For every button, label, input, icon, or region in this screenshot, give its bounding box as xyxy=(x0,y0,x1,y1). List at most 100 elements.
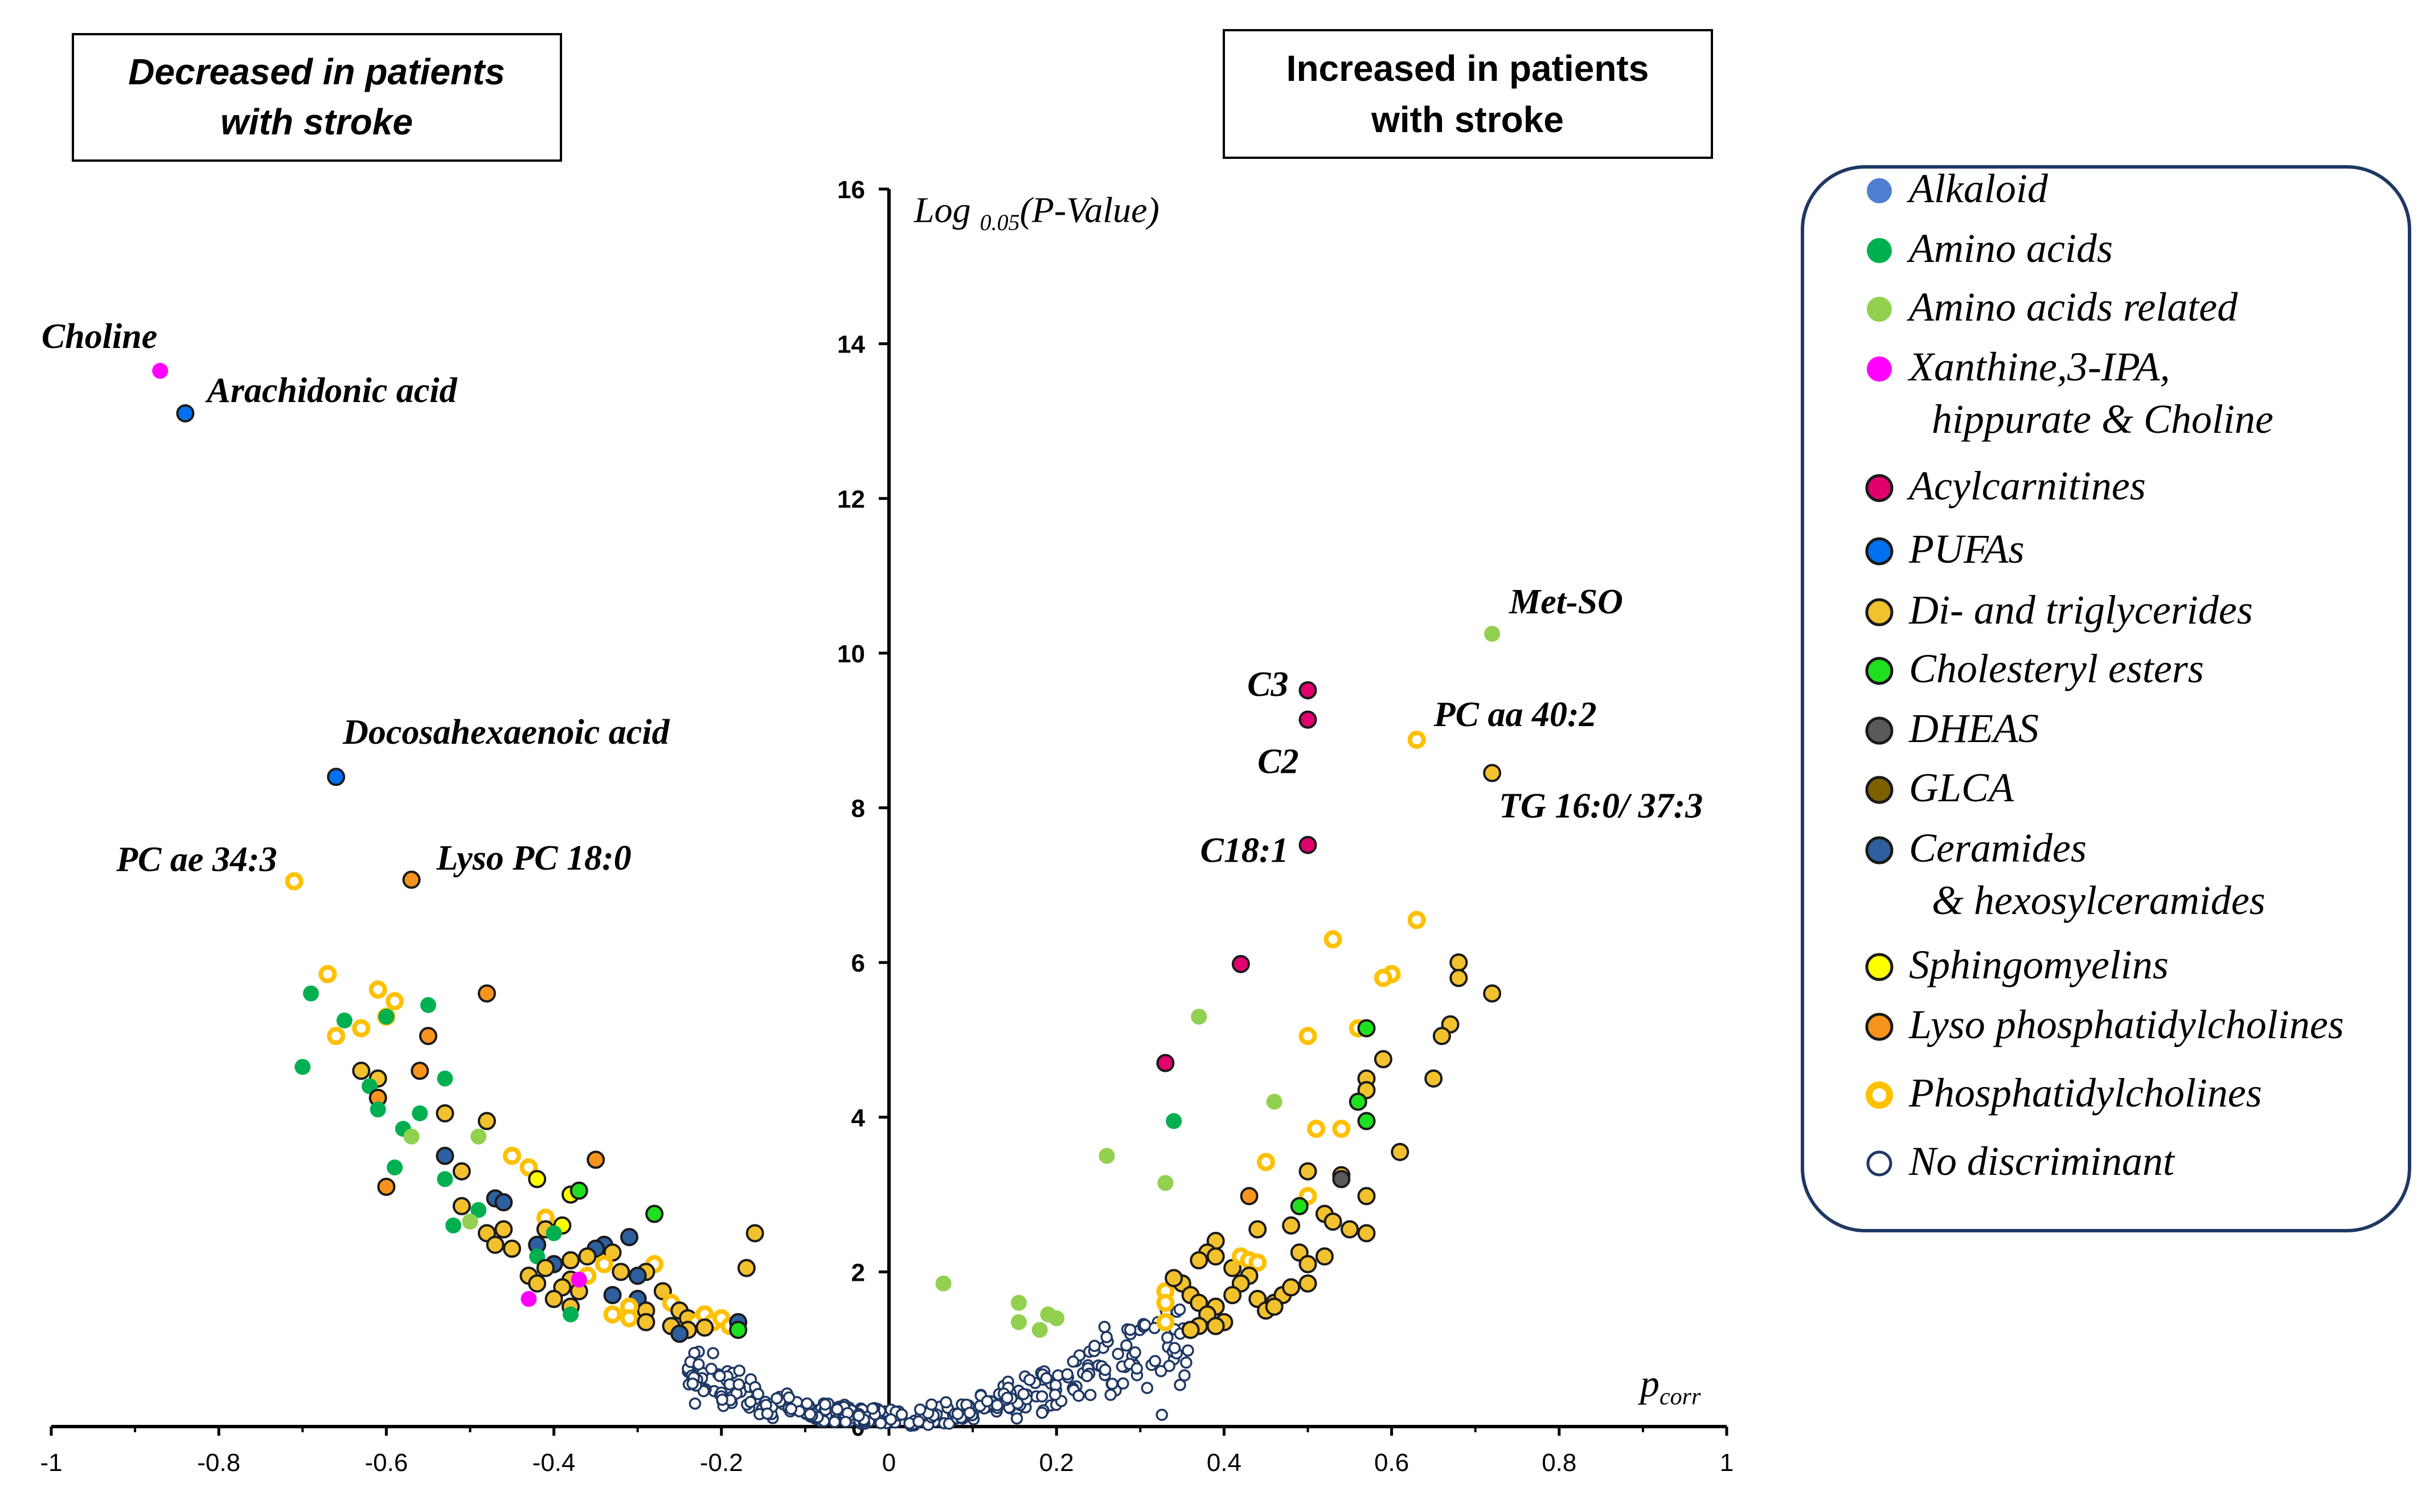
point-amino xyxy=(563,1306,579,1323)
point-chol xyxy=(1349,1092,1367,1111)
point-no-discriminant xyxy=(1155,1408,1168,1421)
legend-marker-glca xyxy=(1865,776,1894,804)
point-acyl xyxy=(1298,710,1317,729)
y-axis-title-main: Log xyxy=(913,190,980,230)
point-tg xyxy=(1341,1220,1359,1239)
legend-label-xanthine-2: hippurate & Choline xyxy=(1932,396,2273,442)
point-no-discriminant xyxy=(1040,1372,1053,1384)
y-axis-title-tail: (P-Value) xyxy=(1020,190,1159,230)
x-tick-label: 0.8 xyxy=(1542,1449,1576,1477)
legend-frame xyxy=(1801,165,2411,1232)
point-no-discriminant xyxy=(1182,1344,1194,1357)
point-amino_rel xyxy=(1031,1322,1048,1338)
point-tg xyxy=(452,1162,471,1181)
point-amino xyxy=(387,1159,403,1176)
point-tg xyxy=(1298,1274,1317,1293)
point-amino_rel xyxy=(403,1128,420,1145)
point-tg xyxy=(1190,1251,1208,1270)
point-no-discriminant xyxy=(801,1397,813,1410)
point-no-discriminant xyxy=(707,1347,719,1359)
legend-label-pufa: PUFAs xyxy=(1908,526,2025,572)
point-label: PC ae 34:3 xyxy=(116,841,277,879)
point-lpc xyxy=(419,1027,437,1046)
point-tg xyxy=(1282,1216,1301,1235)
point-tg xyxy=(1282,1278,1301,1297)
point-acyl xyxy=(1156,1054,1175,1072)
point-cer xyxy=(603,1286,622,1305)
x-tick-label: 0.2 xyxy=(1039,1449,1074,1477)
point-xanthine xyxy=(521,1290,537,1307)
point-no-discriminant xyxy=(912,1415,925,1428)
point-no-discriminant xyxy=(1104,1388,1117,1402)
point-no-discriminant xyxy=(1174,1379,1186,1391)
x-tick-label: -0.2 xyxy=(700,1449,743,1477)
point-pc xyxy=(1374,969,1392,987)
point-tg xyxy=(1181,1321,1200,1339)
point-sm xyxy=(528,1170,547,1189)
increased-box: Increased in patients with stroke xyxy=(1223,29,1713,159)
y-axis-title: Log 0.05(P-Value) xyxy=(913,190,1159,235)
point-acyl xyxy=(1231,954,1250,973)
point-no-discriminant xyxy=(1154,1365,1167,1378)
point-no-discriminant xyxy=(874,1417,887,1429)
point-pc xyxy=(1332,1120,1351,1138)
legend-label-sm: Sphingomyelins xyxy=(1909,942,2169,987)
point-lpc xyxy=(377,1177,396,1196)
point-pufa xyxy=(327,768,346,786)
y-tick-label: 14 xyxy=(837,331,865,359)
point-no-discriminant xyxy=(1173,1303,1186,1316)
point-amino_rel xyxy=(1157,1175,1174,1191)
point-pc xyxy=(1407,730,1426,749)
point-tg xyxy=(1449,969,1468,987)
point-no-discriminant xyxy=(828,1415,841,1428)
point-acyl xyxy=(1298,835,1317,854)
point-tg xyxy=(486,1235,505,1254)
point-tg xyxy=(1206,1317,1225,1335)
point-tg xyxy=(452,1197,471,1215)
legend-label-lpc: Lyso phosphatidylcholines xyxy=(1908,1002,2344,1047)
annotations: Choline Arachidonic acid Docosahexaenoic a… xyxy=(42,317,1703,891)
point-no-discriminant xyxy=(1161,1331,1174,1344)
point-tg xyxy=(1248,1220,1267,1239)
point-amino xyxy=(1166,1113,1182,1129)
point-tg xyxy=(1357,1224,1376,1243)
point-tg xyxy=(1298,1162,1317,1181)
point-tg xyxy=(1483,984,1502,1003)
x-axis-title: pcorr xyxy=(1638,1362,1701,1410)
point-pc xyxy=(519,1158,538,1177)
legend-marker-amino xyxy=(1867,238,1892,263)
increased-line-2: with stroke xyxy=(1371,99,1564,140)
point-no-discriminant xyxy=(714,1370,726,1382)
point-no-discriminant xyxy=(1081,1370,1093,1383)
point-no-discriminant xyxy=(1017,1388,1030,1400)
point-no-discriminant xyxy=(1149,1355,1161,1367)
point-no-discriminant xyxy=(1061,1368,1073,1381)
x-tick-label: -0.6 xyxy=(364,1449,408,1477)
legend-marker-lpc xyxy=(1865,1013,1894,1041)
point-pc xyxy=(1407,911,1426,929)
y-axis-title-sub: 0.05 xyxy=(980,210,1020,235)
point-pc xyxy=(595,1255,613,1273)
point-pc xyxy=(1156,1313,1175,1331)
point-tg xyxy=(536,1259,555,1277)
x-axis-title-main: p xyxy=(1638,1362,1659,1405)
point-no-discriminant xyxy=(686,1377,699,1390)
point-amino xyxy=(412,1105,428,1121)
point-tg xyxy=(612,1263,630,1281)
point-no-discriminant xyxy=(895,1408,908,1421)
point-lpc xyxy=(1240,1187,1259,1206)
decreased-line-2: with stroke xyxy=(220,101,413,142)
category-points xyxy=(294,911,1502,1343)
y-tick-label: 2 xyxy=(851,1259,865,1286)
point-amino xyxy=(470,1202,487,1218)
point-amino_rel xyxy=(470,1128,487,1145)
point-pc xyxy=(1307,1120,1326,1138)
legend-marker-cer xyxy=(1865,836,1894,864)
legend-marker-xanthine xyxy=(1867,357,1892,382)
point-no-discriminant xyxy=(1168,1342,1181,1354)
point-amino xyxy=(546,1225,562,1241)
point-tg xyxy=(695,1318,714,1337)
point-amino_rel xyxy=(1048,1310,1065,1326)
point-no-discriminant xyxy=(819,1398,831,1411)
point-lpc xyxy=(477,984,496,1003)
